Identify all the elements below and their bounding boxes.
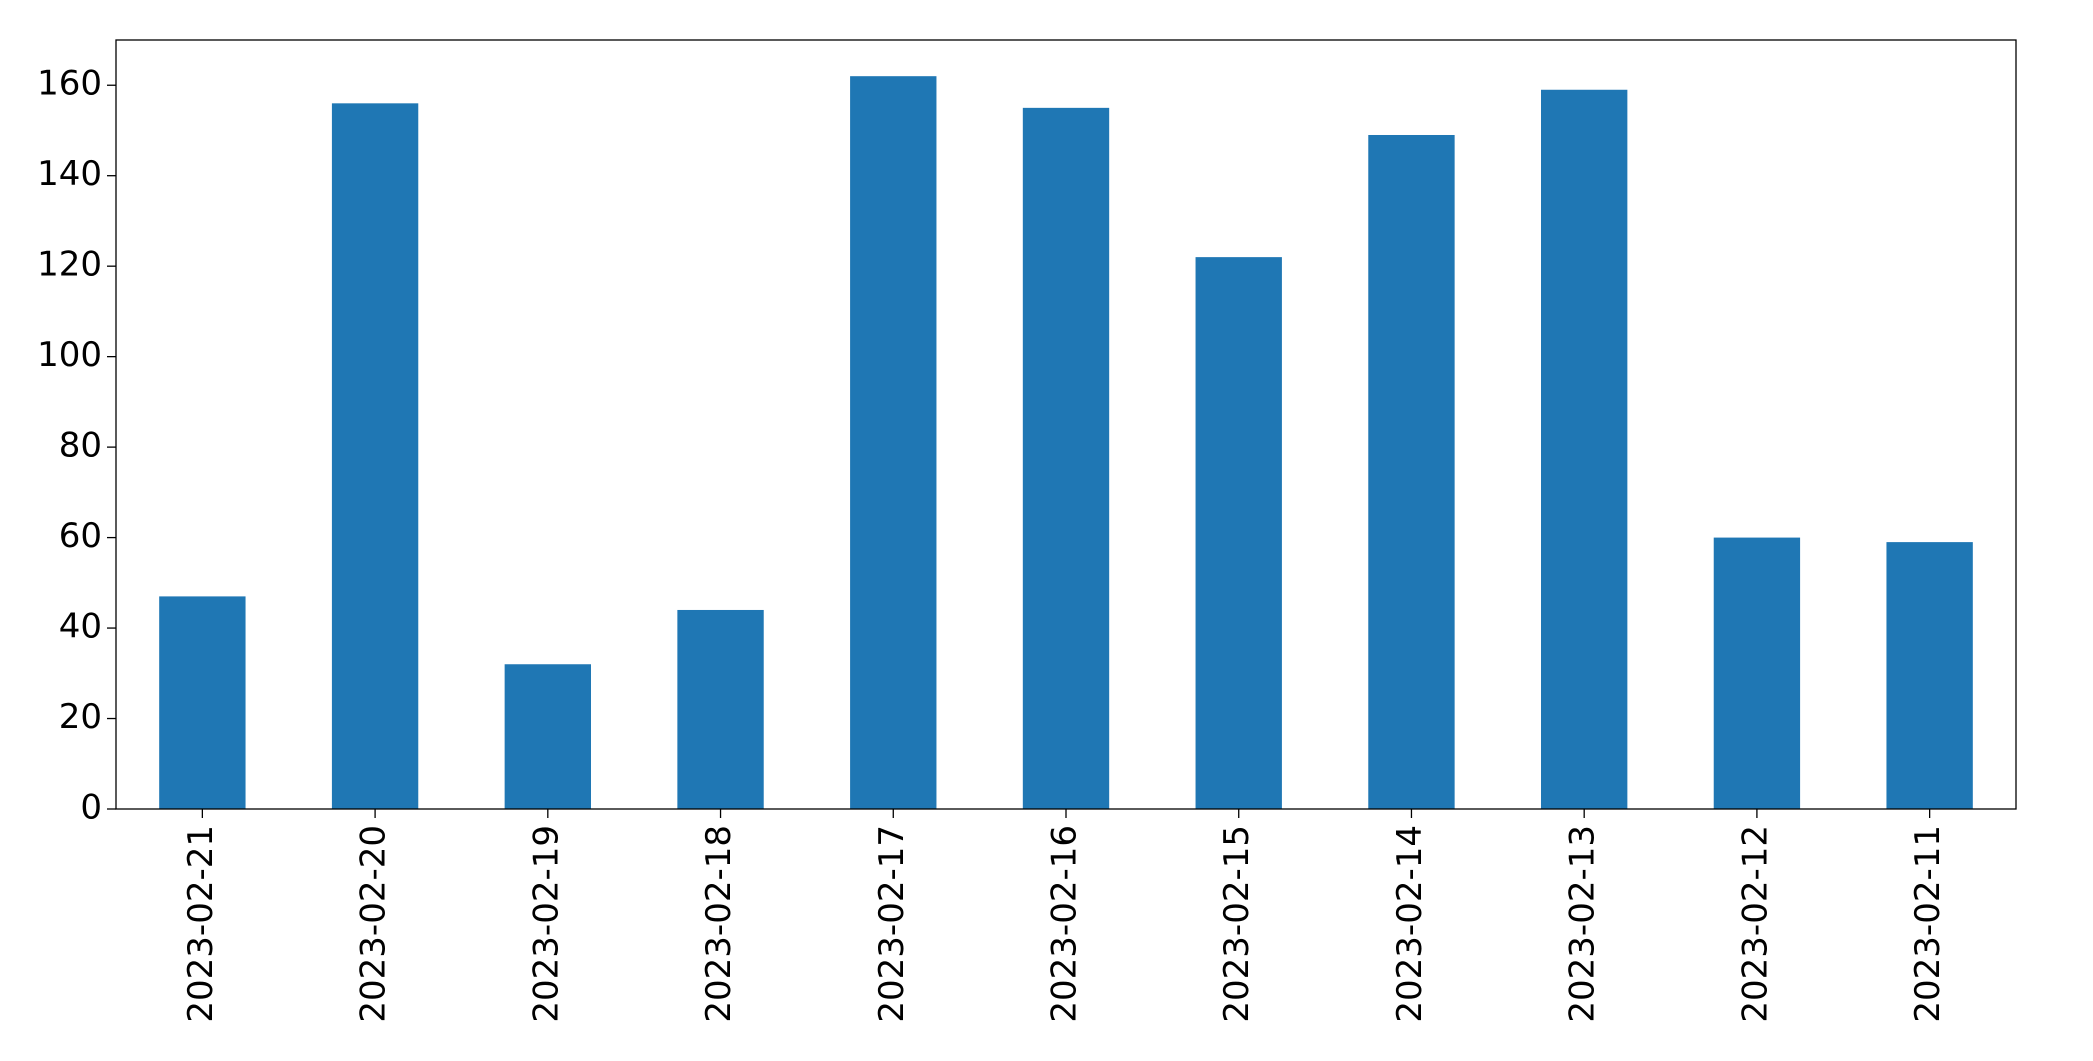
x-tick-label: 2023-02-17 [872, 825, 912, 1023]
bar [1541, 89, 1628, 809]
x-tick-label: 2023-02-14 [1390, 825, 1430, 1023]
y-tick-label: 20 [59, 697, 102, 737]
y-tick-label: 60 [59, 516, 102, 556]
x-tick-label: 2023-02-18 [699, 825, 739, 1023]
y-tick-label: 80 [59, 426, 102, 466]
x-tick-label: 2023-02-20 [354, 825, 394, 1023]
bar [1886, 542, 1973, 809]
x-tick-label: 2023-02-19 [526, 825, 566, 1023]
y-tick-label: 140 [37, 154, 102, 194]
bar [159, 596, 246, 809]
x-tick-label: 2023-02-13 [1563, 825, 1603, 1023]
y-tick-label: 40 [59, 607, 102, 647]
y-tick-label: 160 [37, 64, 102, 104]
bar [1022, 107, 1110, 809]
x-tick-label: 2023-02-21 [181, 825, 221, 1023]
bar [850, 76, 937, 809]
plot-frame [115, 39, 2017, 810]
x-tick-label: 2023-02-15 [1217, 825, 1257, 1023]
bar [1195, 257, 1282, 810]
bar [1368, 134, 1455, 809]
bar [504, 664, 591, 809]
bar [331, 103, 419, 810]
y-tick-label: 100 [37, 335, 102, 375]
y-tick-label: 0 [80, 788, 102, 828]
bar [677, 609, 764, 809]
x-tick-label: 2023-02-16 [1045, 825, 1085, 1023]
bar [1713, 537, 1801, 809]
x-tick-label: 2023-02-12 [1735, 825, 1775, 1023]
y-tick-label: 120 [37, 245, 102, 285]
x-tick-label: 2023-02-11 [1908, 825, 1948, 1023]
